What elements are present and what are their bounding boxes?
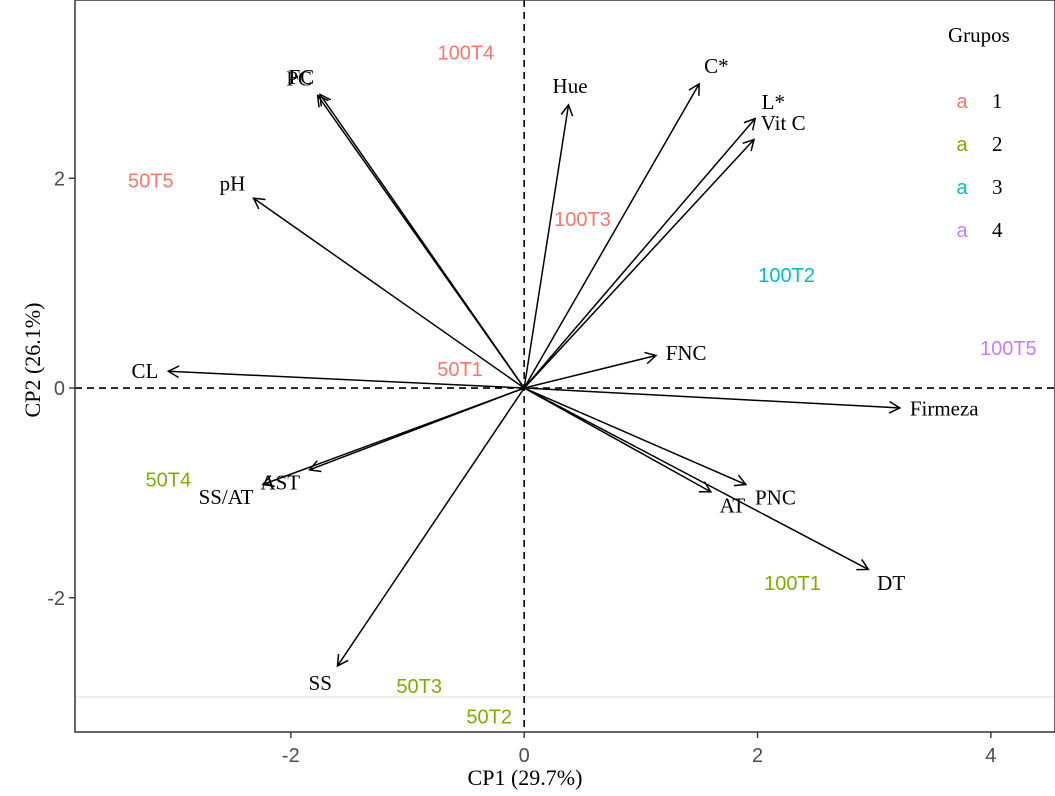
variable-label: PNC — [755, 485, 796, 509]
arrow-head — [733, 474, 748, 487]
legend-label: 2 — [992, 132, 1003, 156]
panel-border — [74, 0, 1055, 733]
arrow-head — [688, 82, 700, 96]
observation-label: 100T3 — [554, 209, 611, 231]
legend: Grupos a 1 a 2 a 3 a 4 — [948, 23, 1010, 242]
observation-label: 100T5 — [980, 338, 1037, 360]
x-tick-label: -2 — [282, 745, 300, 767]
y-tick-label: 2 — [54, 168, 65, 190]
plot-panel — [75, 0, 1055, 732]
loading-arrow — [524, 387, 900, 409]
legend-label: 4 — [992, 218, 1003, 242]
y-axis-title: CP2 (26.1%) — [20, 303, 45, 418]
variable-label: AT — [720, 494, 746, 518]
legend-label: 3 — [992, 175, 1003, 199]
loading-arrows — [166, 82, 902, 668]
variable-label: CL — [132, 359, 159, 383]
variable-label: pH — [220, 171, 246, 195]
arrow-head — [888, 401, 902, 414]
observation-label: 100T4 — [437, 42, 494, 64]
loading-arrow — [262, 387, 525, 486]
loading-arrow — [523, 387, 712, 493]
variable-label: SS/AT — [199, 485, 254, 509]
legend-title: Grupos — [948, 23, 1010, 47]
legend-key: a — [956, 91, 968, 113]
arrow-head — [261, 474, 275, 487]
variable-label: Hue — [553, 74, 588, 98]
loading-arrow — [523, 118, 756, 389]
observation-label: 50T2 — [466, 706, 512, 728]
loading-arrow — [523, 387, 869, 571]
variable-label: FC — [289, 65, 315, 89]
x-tick-label: 0 — [519, 745, 530, 767]
observation-labels: 100T4 50T5 100T3 50T1 100T2 100T5 50T4 100T1 50T… — [128, 42, 1037, 728]
loading-arrow — [317, 95, 525, 389]
observation-label: 50T3 — [396, 676, 442, 698]
x-tick-label: 4 — [985, 745, 996, 767]
y-tick-label: -2 — [47, 588, 65, 610]
loading-arrow — [336, 387, 525, 667]
legend-label: 1 — [992, 89, 1003, 113]
arrow-head — [560, 103, 574, 117]
loading-arrow — [168, 370, 525, 389]
loading-arrow — [523, 138, 755, 389]
arrow-head — [166, 365, 180, 379]
variable-label: C* — [704, 54, 729, 78]
arrow-head — [319, 93, 332, 107]
loading-arrow — [523, 387, 747, 486]
variable-label: AST — [260, 470, 300, 494]
arrow-head — [856, 559, 870, 571]
y-axis-ticks: -2 0 2 — [47, 168, 75, 610]
arrow-head — [308, 460, 322, 473]
arrow-head — [316, 94, 329, 108]
variable-label: PC — [286, 66, 312, 90]
loading-arrow — [523, 354, 657, 389]
loading-arrow — [523, 104, 570, 389]
variable-label: Vit C — [761, 111, 806, 135]
variable-label: L* — [762, 90, 785, 114]
observation-label: 50T1 — [437, 359, 483, 381]
variable-label: Firmeza — [910, 396, 979, 420]
x-axis-title: CP1 (29.7%) — [468, 765, 583, 790]
legend-key: a — [956, 177, 968, 199]
observation-label: 50T5 — [128, 170, 174, 192]
variable-label: FNC — [666, 341, 707, 365]
arrow-head — [336, 653, 349, 668]
arrow-head — [742, 138, 756, 152]
arrow-head — [743, 117, 757, 131]
variable-label: DT — [877, 571, 905, 595]
arrow-head — [698, 481, 713, 493]
x-axis-ticks: -2 0 2 4 — [282, 732, 996, 767]
y-tick-label: 0 — [54, 378, 65, 400]
variable-label: SS — [309, 671, 332, 695]
arrow-head — [644, 351, 658, 365]
legend-key: a — [956, 220, 968, 242]
x-tick-label: 2 — [752, 745, 763, 767]
arrow-head — [252, 197, 266, 210]
loading-arrow — [253, 197, 525, 389]
observation-label: 100T1 — [764, 573, 821, 595]
legend-key: a — [956, 134, 968, 156]
observation-label: 100T2 — [758, 265, 815, 287]
observation-label: 50T4 — [146, 469, 192, 491]
loading-arrow — [523, 83, 700, 389]
